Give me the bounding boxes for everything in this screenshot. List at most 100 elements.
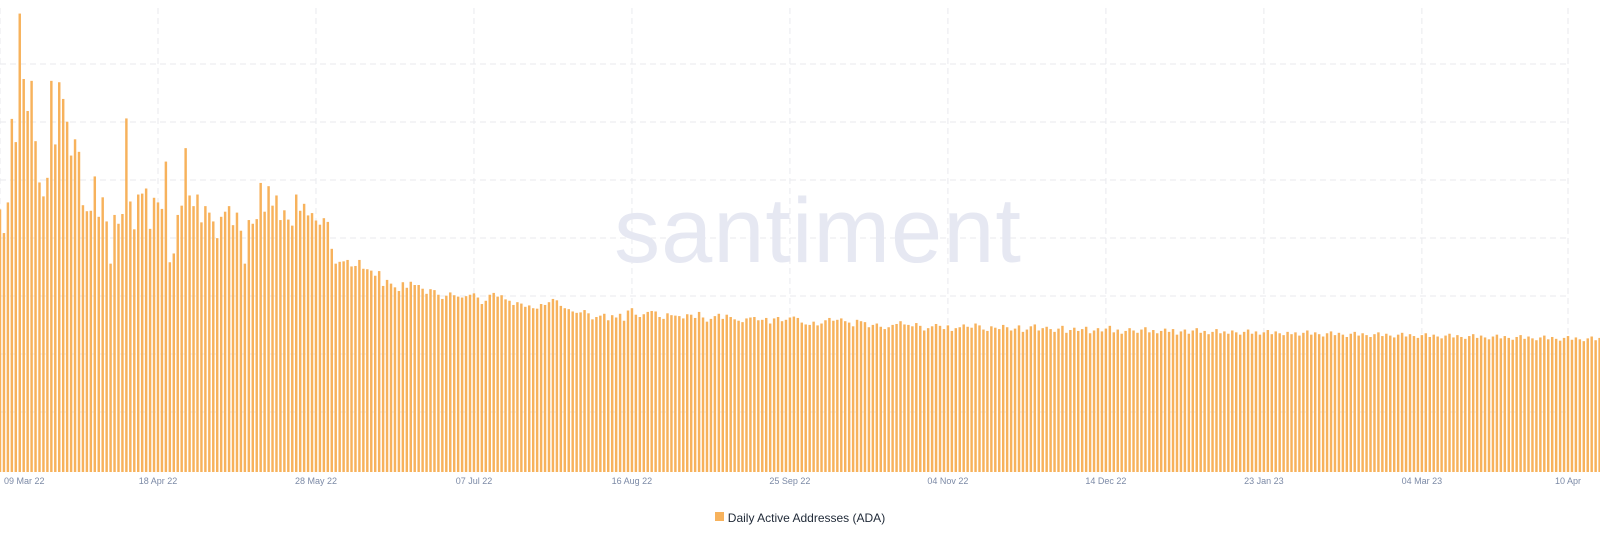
bar [875,323,879,472]
bar [1491,336,1495,472]
bar [342,261,345,472]
bar [1250,333,1254,472]
bar [1187,333,1191,472]
bar [429,289,432,472]
bar [326,221,330,472]
bar [385,279,389,472]
bar [919,325,922,472]
bar [1507,337,1510,472]
bar [26,111,29,472]
bar [370,270,373,472]
bar [930,326,934,472]
bar [1179,331,1183,472]
bar [1266,330,1270,472]
bar [1345,336,1349,472]
bar [1377,332,1380,472]
bar [1282,335,1285,472]
bar [1037,330,1040,472]
bar [468,294,472,472]
bar [1124,330,1127,472]
bar [693,317,697,472]
bar [1479,335,1483,472]
bar [1045,326,1048,472]
bar [579,312,582,472]
bar [1353,331,1356,472]
bar [808,324,811,472]
bar [1199,332,1202,472]
bar [1554,338,1558,472]
bar [223,211,227,472]
bar [1069,330,1072,472]
bar [1053,331,1056,472]
bar [891,324,894,472]
bar [559,305,563,472]
bar [393,287,397,472]
bar [283,210,286,473]
bar [765,317,768,472]
bar [180,205,183,472]
bar [1167,331,1171,472]
bar [599,315,602,472]
bar [666,313,669,472]
bar [188,195,191,472]
bar [603,313,606,472]
bar [401,282,405,472]
bar [1163,328,1167,472]
x-tick-label: 23 Jan 23 [1244,476,1284,486]
bar [1325,333,1329,472]
bar [535,308,539,472]
bar [630,308,634,472]
bar [263,211,266,472]
bar [441,298,444,472]
bar [1013,328,1017,472]
bar [840,318,843,472]
bar [1077,330,1080,472]
bar [1357,335,1360,472]
bar [184,148,187,472]
x-tick-label: 10 Apr [1555,476,1581,486]
bar [22,78,25,473]
bar [1566,336,1570,472]
bar [1389,335,1392,472]
bar [2,233,6,472]
bar [816,325,819,472]
bar [836,319,839,472]
bar [1420,335,1424,472]
bar [1574,337,1578,472]
bar [1112,332,1116,472]
bar [638,317,642,472]
bar [1483,337,1487,472]
bar [843,321,847,472]
bar [934,323,938,472]
bar [614,317,618,472]
bar [452,295,456,472]
bar [820,323,823,472]
bar [227,206,231,472]
bar [1227,333,1230,472]
bar [1017,325,1021,472]
bar-series [0,13,1600,473]
bar [298,210,302,472]
bar [982,329,985,472]
bar [922,330,926,472]
bar [713,316,717,472]
bar [1456,335,1459,472]
bar [1302,332,1305,472]
x-tick-label: 04 Nov 22 [927,476,968,486]
x-tick-label: 09 Mar 22 [4,476,45,486]
bar [437,294,440,472]
bar [575,312,578,472]
bar [1495,334,1499,472]
bar [531,308,535,472]
bar [757,320,760,472]
bar [247,220,251,472]
bar [749,317,752,472]
bar [1092,330,1096,472]
bar [492,292,495,472]
bar [1033,324,1037,472]
bar [1424,333,1428,472]
bar [1349,333,1352,472]
bar [144,188,148,472]
bar [1539,337,1542,472]
bar [212,221,215,472]
